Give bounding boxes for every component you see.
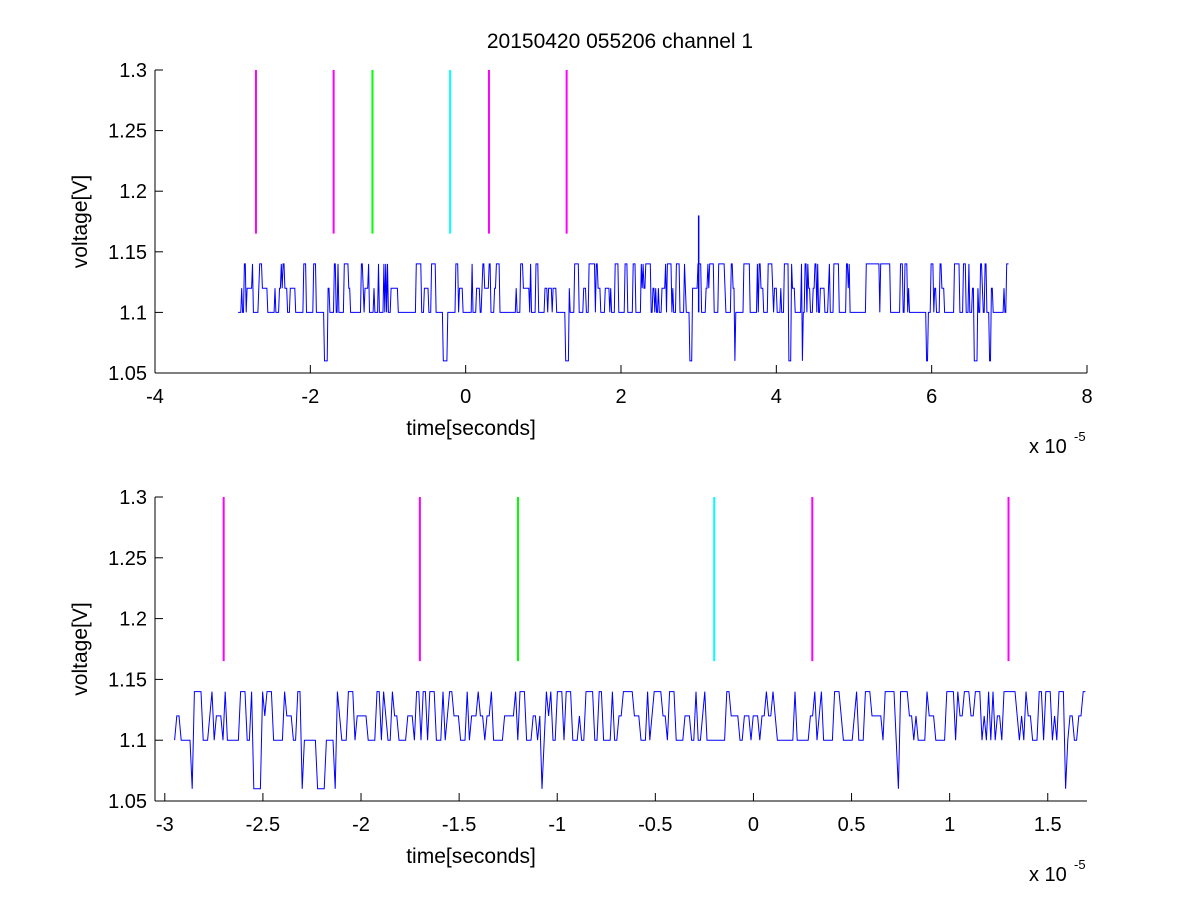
y-tick-label: 1.2	[119, 181, 147, 203]
x-tick-label: 8	[1081, 386, 1092, 408]
x-tick-label: 0	[748, 814, 759, 836]
bottom-plot: -3 -2.5 -2 -1.5 -1 -0.5 0 0.5 1 1.5 1.05 1.1 1.15 1.2…	[69, 487, 1087, 886]
x-exponent-label: x 10	[1029, 864, 1067, 886]
chart-title: 20150420 055206 channel 1	[487, 30, 753, 53]
x-tick-label: -2	[301, 386, 319, 408]
x-tick-label: -2	[352, 814, 370, 836]
top-plot: -4 -2 0 2 4 6 8 1.05 1.1 1.15 1.2 1.25 1.3 time[secon…	[69, 60, 1093, 458]
x-tick-label: 6	[926, 386, 937, 408]
y-tick-label: 1.1	[119, 302, 147, 324]
y-tick-label: 1.25	[108, 121, 147, 143]
x-tick-label: -0.5	[638, 814, 672, 836]
x-tick-label: 1.5	[1034, 814, 1062, 836]
x-exponent-label: x 10	[1029, 436, 1067, 458]
x-axis-label: time[seconds]	[406, 845, 536, 868]
x-tick-label: 2	[615, 386, 626, 408]
x-exponent-power: -5	[1074, 429, 1086, 444]
x-tick-label: -1	[548, 814, 566, 836]
y-tick-label: 1.05	[108, 791, 147, 813]
y-tick-label: 1.15	[108, 669, 147, 691]
x-tick-label: -1.5	[442, 814, 476, 836]
y-tick-label: 1.1	[119, 730, 147, 752]
x-axis-label: time[seconds]	[406, 417, 536, 440]
x-tick-label: -4	[146, 386, 164, 408]
y-tick-label: 1.2	[119, 609, 147, 631]
x-tick-label: 0.5	[838, 814, 866, 836]
y-tick-label: 1.3	[119, 487, 147, 509]
x-tick-label: 0	[460, 386, 471, 408]
y-axis-label: voltage[V]	[69, 175, 92, 268]
signal-trace	[174, 691, 1086, 790]
y-tick-label: 1.25	[108, 548, 147, 570]
x-tick-label: 4	[771, 386, 782, 408]
x-tick-label: 1	[944, 814, 955, 836]
x-exponent-power: -5	[1074, 857, 1086, 872]
y-tick-label: 1.3	[119, 60, 147, 82]
x-tick-label: -2.5	[246, 814, 280, 836]
y-tick-label: 1.05	[108, 363, 147, 385]
x-tick-label: -3	[156, 814, 174, 836]
y-tick-label: 1.15	[108, 242, 147, 264]
signal-trace	[238, 263, 1009, 362]
y-axis-label: voltage[V]	[69, 602, 92, 695]
